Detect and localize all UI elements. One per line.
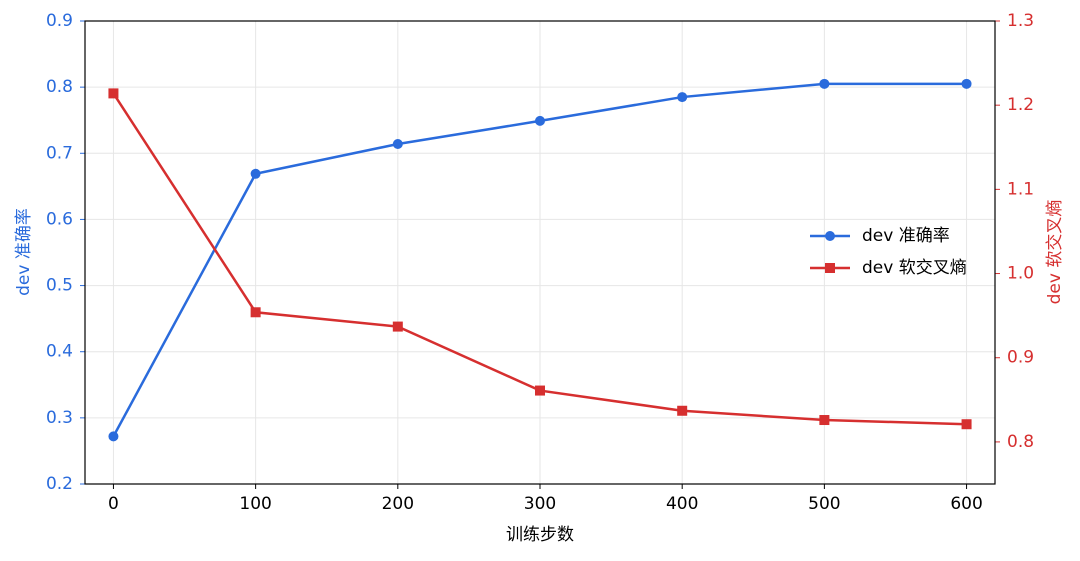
y2-tick-label: 1.1 [1007, 179, 1034, 199]
y-tick-label: 0.2 [46, 474, 73, 494]
marker [961, 419, 972, 430]
marker [250, 168, 261, 179]
y-tick-label: 0.8 [46, 77, 73, 97]
y-axis-label: dev 准确率 [14, 208, 34, 296]
y-tick-label: 0.4 [46, 342, 73, 362]
y-tick-label: 0.3 [46, 408, 73, 428]
marker [825, 231, 835, 241]
marker [535, 115, 545, 126]
marker [392, 321, 403, 332]
y2-tick-label: 0.9 [1007, 348, 1034, 368]
y2-tick-label: 1.2 [1007, 95, 1034, 115]
y-tick-label: 0.9 [46, 11, 73, 31]
y2-axis-label: dev 软交叉熵 [1045, 200, 1065, 305]
marker [677, 405, 688, 416]
legend-label: dev 准确率 [862, 226, 950, 246]
marker [961, 78, 972, 89]
marker [819, 78, 830, 89]
plot-frame [84, 20, 996, 485]
marker [535, 385, 545, 396]
y-tick-label: 0.7 [46, 143, 73, 163]
marker [250, 307, 261, 318]
marker [108, 431, 119, 442]
marker [825, 263, 835, 273]
x-tick-label: 100 [239, 494, 271, 514]
y2-tick-label: 1.3 [1007, 11, 1034, 31]
x-tick-label: 200 [382, 494, 414, 514]
legend-label: dev 软交叉熵 [862, 258, 967, 278]
x-tick-label: 600 [950, 494, 982, 514]
marker [392, 139, 403, 150]
x-axis-label: 训练步数 [506, 525, 574, 545]
marker [819, 415, 830, 426]
y-tick-label: 0.6 [46, 209, 73, 229]
x-tick-label: 300 [524, 494, 556, 514]
y2-tick-label: 0.8 [1007, 432, 1034, 452]
x-tick-label: 500 [808, 494, 840, 514]
y2-tick-label: 1.0 [1007, 264, 1034, 284]
y-tick-label: 0.5 [46, 276, 73, 296]
x-tick-label: 0 [108, 494, 119, 514]
marker [677, 92, 688, 103]
marker [108, 88, 119, 99]
x-tick-label: 400 [666, 494, 698, 514]
